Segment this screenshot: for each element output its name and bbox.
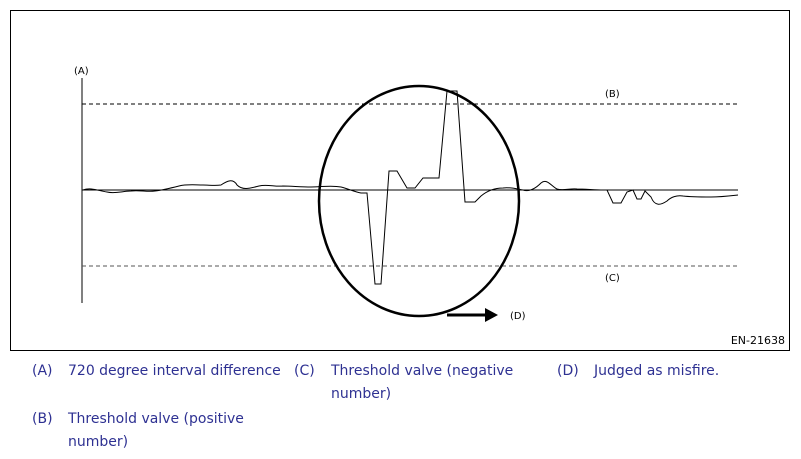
misfire-diagram: (A) (B) (C) (D) xyxy=(74,66,739,322)
diagram-frame: (A) (B) (C) (D) EN-21638 xyxy=(10,10,790,351)
legend-item-c: (C) Threshold valve (negative number) xyxy=(294,360,544,408)
legend-item-d: (D) Judged as misfire. xyxy=(557,360,787,384)
difference-waveform xyxy=(82,90,739,285)
label-a: (A) xyxy=(74,66,89,77)
legend-text: 720 degree interval difference xyxy=(68,363,281,379)
legend-text: Threshold valve (negative number) xyxy=(331,363,514,402)
legend-key: (D) xyxy=(557,363,579,379)
legend-item-a: (A) 720 degree interval difference xyxy=(32,360,292,384)
arrow-head-icon xyxy=(485,308,498,322)
misfire-ellipse xyxy=(317,84,521,318)
legend-key: (B) xyxy=(32,411,53,427)
legend-text: Judged as misfire. xyxy=(594,363,720,379)
label-c: (C) xyxy=(605,273,620,284)
legend-key: (A) xyxy=(32,363,53,379)
figure-id: EN-21638 xyxy=(730,334,785,347)
legend-text: Threshold valve (positive number) xyxy=(68,411,244,450)
label-b: (B) xyxy=(605,89,620,100)
legend-item-b: (B) Threshold valve (positive number) xyxy=(32,408,292,456)
legend-key: (C) xyxy=(294,363,315,379)
label-d: (D) xyxy=(510,311,526,322)
